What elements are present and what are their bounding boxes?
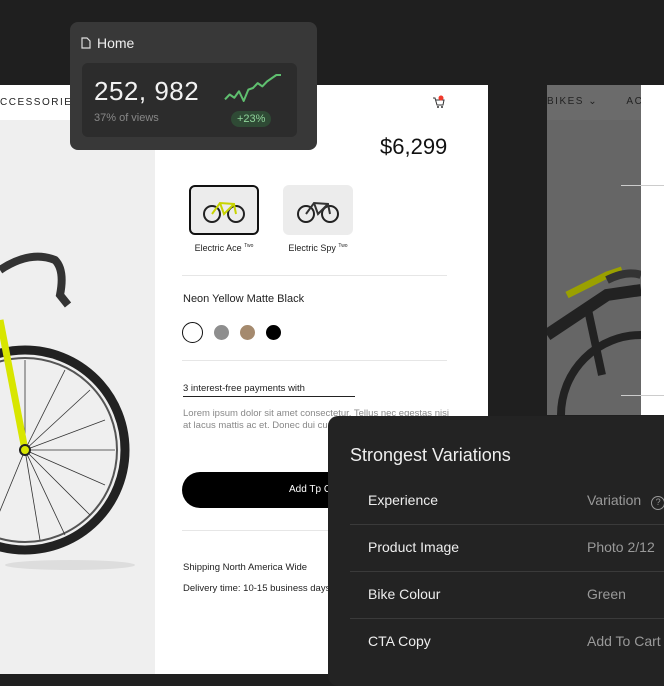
model-name: Electric Ace	[194, 243, 242, 253]
divider	[182, 275, 447, 276]
hero-bike-image	[0, 120, 155, 674]
row-label: Bike Colour	[368, 586, 441, 602]
variation-row[interactable]: Product Image Photo 2/12	[350, 525, 664, 572]
bike-icon	[297, 201, 339, 223]
chevron-down-icon: ⌄	[588, 96, 599, 107]
model-option[interactable]: Electric Ace Two	[189, 185, 259, 253]
nav-bikes[interactable]: BIKES	[547, 96, 584, 107]
row-label: Experience	[368, 492, 439, 508]
variation-row[interactable]: Experience Variation ?	[350, 478, 664, 525]
shipping-text: Shipping North America Wide	[183, 562, 308, 573]
card-title: Home	[97, 35, 135, 51]
variation-row[interactable]: Bike Colour Green	[350, 572, 664, 619]
colour-name: Neon Yellow Matte Black	[183, 293, 305, 305]
cart-icon[interactable]	[432, 95, 446, 109]
bike-icon	[203, 201, 245, 223]
preview-nav: BIKES ⌄ AC	[547, 85, 641, 120]
row-label: Product Image	[368, 539, 460, 555]
row-value: Add To Cart	[587, 633, 661, 649]
model-sup: Two	[338, 243, 348, 249]
model-option[interactable]: Electric Spy Two	[283, 185, 353, 253]
nav-accessories-preview[interactable]: AC	[626, 96, 641, 107]
swatch-tan[interactable]	[240, 325, 255, 340]
background-panel	[488, 85, 547, 415]
nav-accessories[interactable]: CCESSORIES	[0, 97, 81, 108]
product-price: $6,299	[380, 134, 448, 159]
views-count: 252, 982	[94, 76, 200, 106]
stats-panel: 252, 982 37% of views +23%	[82, 63, 297, 137]
divider	[182, 530, 447, 531]
views-share: 37% of views	[94, 112, 159, 124]
strongest-variations-panel: Strongest Variations Experience Variation…	[328, 416, 664, 686]
sparkline-chart	[224, 74, 281, 102]
sparkline	[224, 74, 281, 102]
bike-image	[0, 252, 135, 570]
model-thumbnail[interactable]	[189, 185, 259, 235]
colour-swatches	[182, 322, 281, 343]
page-icon	[81, 37, 91, 49]
swatch-black[interactable]	[266, 325, 281, 340]
model-name: Electric Spy	[288, 243, 336, 253]
row-value: Photo 2/12	[587, 539, 655, 555]
row-value: Variation ?	[587, 492, 664, 510]
page-preview-edge	[621, 85, 664, 415]
model-sup: Two	[244, 243, 254, 249]
model-thumbnail[interactable]	[283, 185, 353, 235]
row-value: Green	[587, 586, 626, 602]
help-icon[interactable]: ?	[651, 496, 664, 510]
delivery-text: Delivery time: 10-15 business days	[183, 583, 331, 594]
change-badge: +23%	[231, 111, 272, 127]
variation-row[interactable]: CTA Copy Add To Cart	[350, 619, 664, 666]
panel-title: Strongest Variations	[350, 445, 511, 465]
divider	[182, 360, 447, 361]
payments-link[interactable]: 3 interest-free payments with	[183, 383, 355, 397]
dimmed-page-preview: BIKES ⌄ AC	[547, 85, 641, 415]
home-stats-card: Home 252, 982 37% of views +23%	[70, 22, 317, 150]
bike-image	[547, 266, 641, 415]
swatch-white[interactable]	[182, 322, 203, 343]
row-label: CTA Copy	[368, 633, 431, 649]
description: Lorem ipsum dolor sit amet consectetur. …	[183, 408, 449, 431]
swatch-grey[interactable]	[214, 325, 229, 340]
